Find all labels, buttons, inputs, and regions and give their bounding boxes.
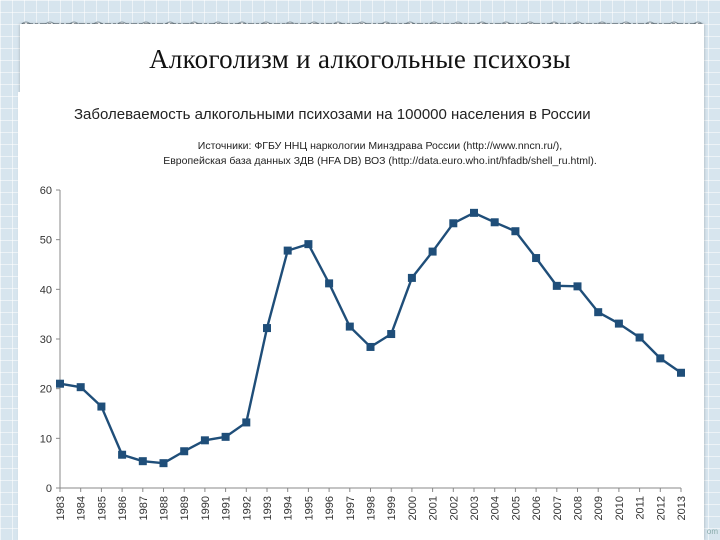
chart-source: Источники: ФГБУ ННЦ наркологии Минздрава… [60,139,700,169]
data-point [511,227,520,236]
x-tick-label: 1987 [138,496,150,520]
data-point [345,322,354,331]
data-point [325,279,334,288]
data-point [470,208,478,217]
data-point [304,240,313,249]
data-point [138,457,147,466]
chart-source-line-2: Европейская база данных ЗДВ (HFA DB) ВОЗ… [163,155,597,167]
x-tick-label: 1999 [386,496,398,520]
x-tick-label: 2010 [614,496,626,520]
chart-source-line-1: Источники: ФГБУ ННЦ наркологии Минздрава… [197,140,563,152]
data-point [490,218,499,227]
chart-title: Заболеваемость алкогольными психозами на… [74,106,591,123]
data-point [635,333,644,342]
data-point [573,282,582,291]
x-tick-label: 2009 [593,496,605,520]
x-tick-label: 2012 [655,496,667,520]
x-tick-label: 2006 [531,496,543,520]
x-tick-label: 1986 [117,496,129,520]
data-point [180,447,189,456]
x-tick-label: 1988 [159,496,171,520]
x-tick-label: 2011 [635,496,647,520]
x-tick-label: 1989 [179,496,191,520]
x-tick-label: 1984 [76,496,88,520]
x-tick-label: 2003 [469,496,481,520]
data-point [407,273,416,282]
x-tick-label: 1991 [221,496,233,520]
x-tick-label: 2007 [552,496,564,520]
y-tick-label: 20 [40,384,52,396]
x-tick-label: 1993 [262,496,274,520]
x-tick-label: 1985 [96,496,108,520]
data-point [387,330,396,339]
x-tick-label: 1995 [303,496,315,520]
x-tick-label: 2008 [573,496,585,520]
x-tick-label: 1998 [366,496,378,520]
data-point [97,402,106,411]
data-point [552,281,561,290]
x-tick-label: 2002 [448,496,460,520]
data-point [221,432,230,441]
x-tick-label: 2004 [490,496,502,520]
data-point [118,450,127,459]
series-line [59,211,682,465]
y-tick-label: 30 [40,334,52,346]
y-tick-label: 40 [40,284,52,296]
data-point [532,254,541,263]
y-tick-label: 0 [46,483,52,495]
y-tick-label: 60 [40,185,52,197]
x-tick-label: 2005 [510,496,522,520]
data-point [200,436,209,445]
data-point [242,418,251,427]
x-tick-label: 1992 [241,496,253,520]
data-point [656,354,665,363]
data-point [614,319,623,328]
x-tick-label: 1983 [55,496,67,520]
corner-watermark: om [706,527,718,536]
x-tick-label: 1997 [345,496,357,520]
x-tick-label: 2013 [676,496,688,520]
data-point [677,368,685,377]
data-point [56,379,64,388]
data-point [366,342,375,351]
data-point [76,383,85,392]
x-tick-label: 2001 [428,496,440,520]
x-tick-label: 2000 [407,496,419,520]
chart-panel [18,92,704,540]
x-tick-label: 1994 [283,496,295,520]
y-tick-label: 10 [40,433,52,445]
y-tick-label: 50 [40,235,52,247]
data-point [449,219,458,228]
data-point [263,324,271,333]
data-point [594,308,603,317]
x-tick-label: 1990 [200,496,212,520]
data-point [159,459,168,468]
data-point [428,247,437,256]
x-tick-label: 1996 [324,496,336,520]
slide-title: Алкоголизм и алкогольные психозы [149,44,571,74]
data-point [283,246,292,255]
